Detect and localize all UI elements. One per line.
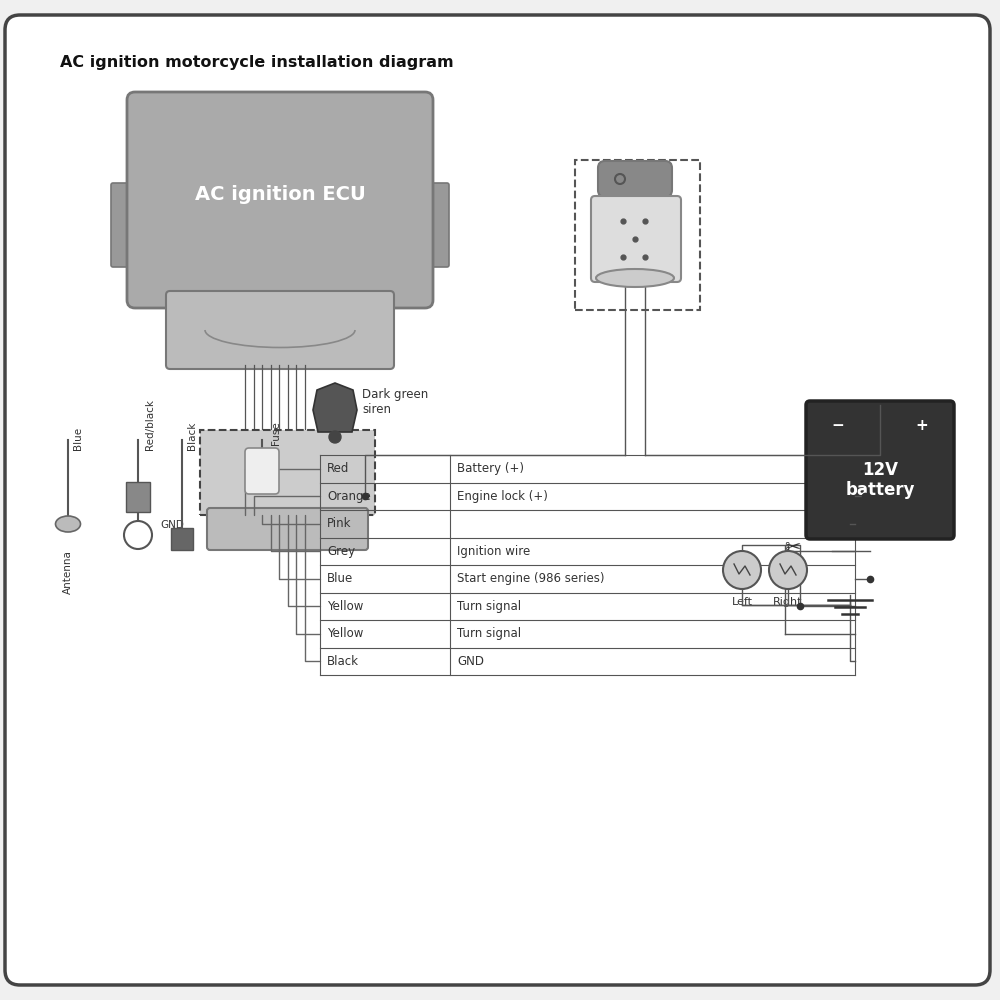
Text: AC ignition ECU: AC ignition ECU [195, 185, 365, 204]
FancyBboxPatch shape [207, 508, 368, 550]
Bar [171, 528, 193, 550]
Polygon shape [313, 383, 357, 432]
Text: Engine lock (+): Engine lock (+) [457, 490, 548, 503]
Text: Turn signal: Turn signal [457, 600, 521, 613]
Text: Grey: Grey [327, 545, 355, 558]
Text: 12V
battery: 12V battery [845, 461, 915, 499]
Text: Dark green
siren: Dark green siren [362, 388, 428, 416]
Bar [575, 160, 700, 310]
Text: Battery (+): Battery (+) [457, 462, 524, 475]
FancyBboxPatch shape [5, 15, 990, 985]
Text: Left: Left [732, 597, 753, 607]
Text: ✂: ✂ [784, 538, 800, 557]
Text: Pink: Pink [327, 517, 352, 530]
Text: −: − [832, 418, 844, 432]
Text: GND: GND [160, 520, 184, 530]
Circle shape [723, 551, 761, 589]
FancyBboxPatch shape [591, 196, 681, 282]
FancyBboxPatch shape [806, 401, 954, 539]
Text: Yellow: Yellow [327, 600, 363, 613]
Bar [126, 482, 150, 512]
Circle shape [329, 431, 341, 443]
Text: Black: Black [327, 655, 359, 668]
Text: AC ignition motorcycle installation diagram: AC ignition motorcycle installation diag… [60, 55, 454, 70]
Text: Start engine (986 series): Start engine (986 series) [457, 572, 604, 585]
FancyBboxPatch shape [127, 92, 433, 308]
Circle shape [769, 551, 807, 589]
Text: Right: Right [773, 597, 803, 607]
Ellipse shape [56, 516, 80, 532]
Text: Orange: Orange [327, 490, 371, 503]
Text: Red: Red [327, 462, 349, 475]
FancyBboxPatch shape [423, 183, 449, 267]
Text: Blue: Blue [73, 427, 83, 450]
FancyBboxPatch shape [111, 183, 137, 267]
Circle shape [124, 521, 152, 549]
Text: Black: Black [187, 422, 197, 450]
Text: Antenna: Antenna [63, 550, 73, 594]
FancyBboxPatch shape [245, 448, 279, 494]
Text: Fuse: Fuse [271, 421, 281, 445]
Text: Turn signal: Turn signal [457, 627, 521, 640]
Text: Yellow: Yellow [327, 627, 363, 640]
Bar [200, 430, 375, 515]
Ellipse shape [596, 269, 674, 287]
Text: Ignition wire: Ignition wire [457, 545, 530, 558]
Text: Blue: Blue [327, 572, 353, 585]
FancyBboxPatch shape [166, 291, 394, 369]
Text: GND: GND [457, 655, 484, 668]
FancyBboxPatch shape [598, 161, 672, 197]
Text: Red/black: Red/black [145, 399, 155, 450]
Text: +: + [916, 418, 928, 432]
Text: Cut off: Cut off [810, 528, 848, 538]
